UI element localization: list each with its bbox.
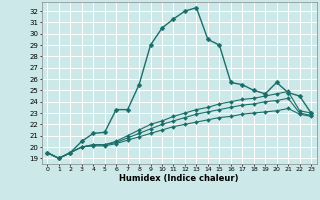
X-axis label: Humidex (Indice chaleur): Humidex (Indice chaleur) — [119, 174, 239, 183]
